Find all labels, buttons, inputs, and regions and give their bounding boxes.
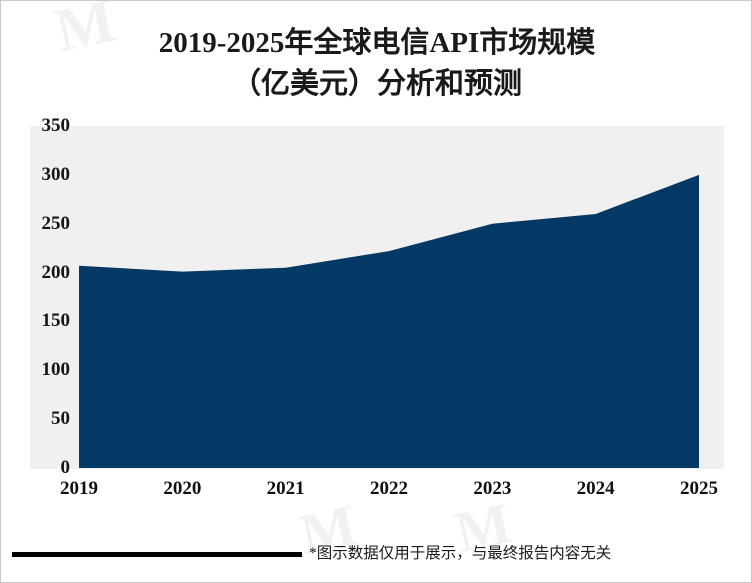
x-axis-tick-2024: 2024: [576, 478, 615, 499]
y-axis-tick-300: 300: [41, 163, 71, 185]
chart-title-line-1: 2019-2025年全球电信API市场规模: [158, 27, 596, 59]
y-axis-tick-50: 50: [51, 408, 70, 430]
footer-divider-rule: [12, 552, 302, 557]
x-axis-tick-2021: 2021: [266, 478, 305, 499]
y-axis-tick-150: 150: [41, 310, 71, 332]
y-axis-tick-100: 100: [41, 359, 71, 381]
y-axis-tick-200: 200: [41, 261, 71, 283]
x-axis-tick-2019: 2019: [60, 478, 98, 499]
chart-title-line-2: （亿美元）分析和预测: [231, 68, 522, 101]
area-series-chart: [79, 174, 699, 469]
x-axis-tick-2020: 2020: [163, 478, 202, 499]
y-axis-tick-0: 0: [60, 457, 71, 478]
chart-title: 2019-2025年全球电信API市场规模 （亿美元）分析和预测: [41, 23, 713, 105]
x-axis-tick-2023: 2023: [473, 478, 512, 499]
y-axis-tick-250: 250: [41, 212, 71, 234]
area-series-polygon: [79, 174, 699, 469]
y-axis-tick-350: 350: [41, 115, 71, 136]
footnote-text: *图示数据仅用于展示，与最终报告内容无关: [309, 545, 612, 562]
plot-background: 0 50 100 150 200 250 300 350 2019 2020 2021 2022 20…: [30, 115, 724, 499]
plot-area: 0 50 100 150 200 250 300 350 2019 2020 2021 2022 20…: [42, 115, 724, 499]
x-axis-tick-2022: 2022: [370, 478, 408, 499]
x-axis-tick-2025: 2025: [680, 478, 718, 499]
